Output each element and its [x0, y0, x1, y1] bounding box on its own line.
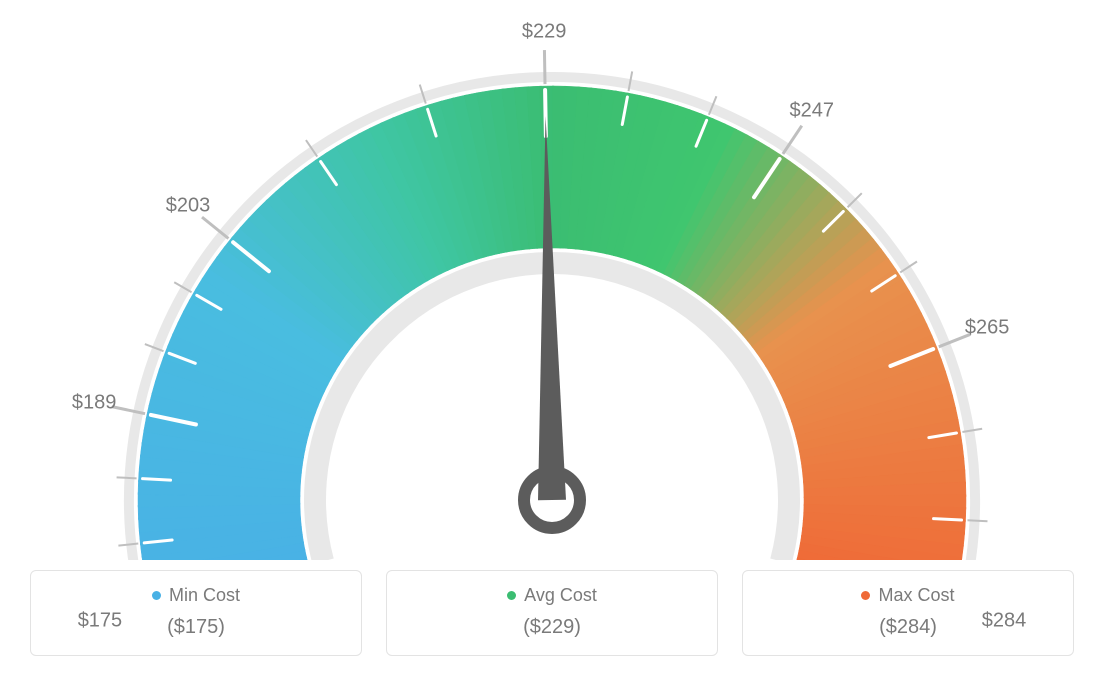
gauge-tick-label: $265	[965, 316, 1010, 339]
gauge-svg	[0, 0, 1104, 560]
legend-title-min-text: Min Cost	[169, 585, 240, 606]
legend-dot-avg	[507, 591, 516, 600]
gauge-tick-label: $229	[522, 21, 567, 44]
legend-card-avg: Avg Cost ($229)	[386, 570, 718, 656]
gauge-tick-label: $247	[790, 99, 835, 122]
gauge-tick-label: $284	[982, 610, 1027, 633]
legend-title-avg-text: Avg Cost	[524, 585, 597, 606]
legend-title-max: Max Cost	[861, 585, 954, 606]
legend-title-avg: Avg Cost	[507, 585, 597, 606]
gauge-tick-label: $203	[166, 194, 211, 217]
legend-value-avg: ($229)	[387, 616, 717, 639]
gauge-chart: $175$189$203$229$247$265$284	[0, 0, 1104, 560]
legend-title-max-text: Max Cost	[878, 585, 954, 606]
legend-dot-max	[861, 591, 870, 600]
gauge-tick-label: $175	[78, 610, 123, 633]
legend-dot-min	[152, 591, 161, 600]
gauge-tick-label: $189	[72, 391, 117, 414]
legend-title-min: Min Cost	[152, 585, 240, 606]
legend-row: Min Cost ($175) Avg Cost ($229) Max Cost…	[0, 570, 1104, 656]
